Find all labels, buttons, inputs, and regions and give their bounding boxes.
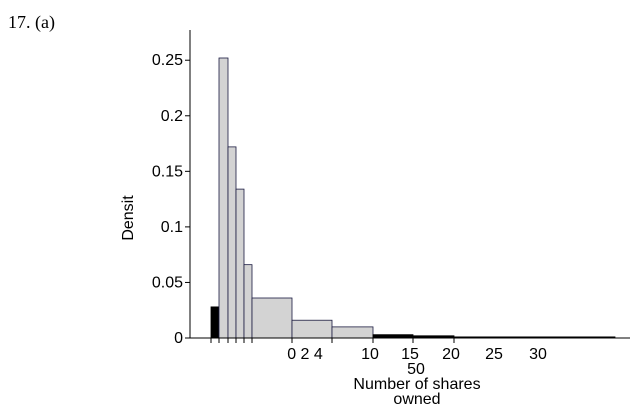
histogram-bar-4: [235, 188, 245, 339]
problem-label: 17. (a): [8, 12, 55, 32]
histogram-bar-1: [210, 306, 220, 339]
histogram-bar-2: [218, 57, 229, 339]
x-tick-label: 15: [401, 346, 419, 363]
histogram-bar-8: [331, 326, 374, 339]
histogram-bars: [210, 57, 616, 339]
x-tick-label: 30: [529, 346, 547, 363]
y-tick-label: 0.25: [152, 52, 183, 69]
histogram-bar-7: [291, 319, 333, 339]
histogram-bar-6: [251, 297, 293, 339]
x-tick-label: 10: [361, 346, 379, 363]
y-tick-label: 0.1: [161, 219, 183, 236]
y-tick-label: 0.15: [152, 163, 183, 180]
y-tick-label: 0.05: [152, 274, 183, 291]
histogram-bar-5: [243, 264, 253, 339]
x-axis-label-line-2: owned: [393, 391, 440, 408]
x-tick-label: 20: [442, 346, 460, 363]
y-tick-label: 0: [174, 330, 183, 347]
x-tick-label: 50: [407, 361, 425, 378]
histogram-bar-3: [227, 146, 237, 339]
x-tick-label: 25: [485, 346, 503, 363]
y-tick-label: 0.2: [161, 108, 183, 125]
x-axis-label-line-1: Number of shares: [353, 376, 480, 393]
y-axis-label: Densit: [120, 195, 137, 241]
y-axis: 0 0.05 0.1 0.15 0.2 0.25: [152, 30, 191, 347]
x-tick-label: 0 2 4: [287, 346, 323, 363]
x-axis: 0 2 4 10 15 20 25 30 50: [190, 337, 630, 378]
